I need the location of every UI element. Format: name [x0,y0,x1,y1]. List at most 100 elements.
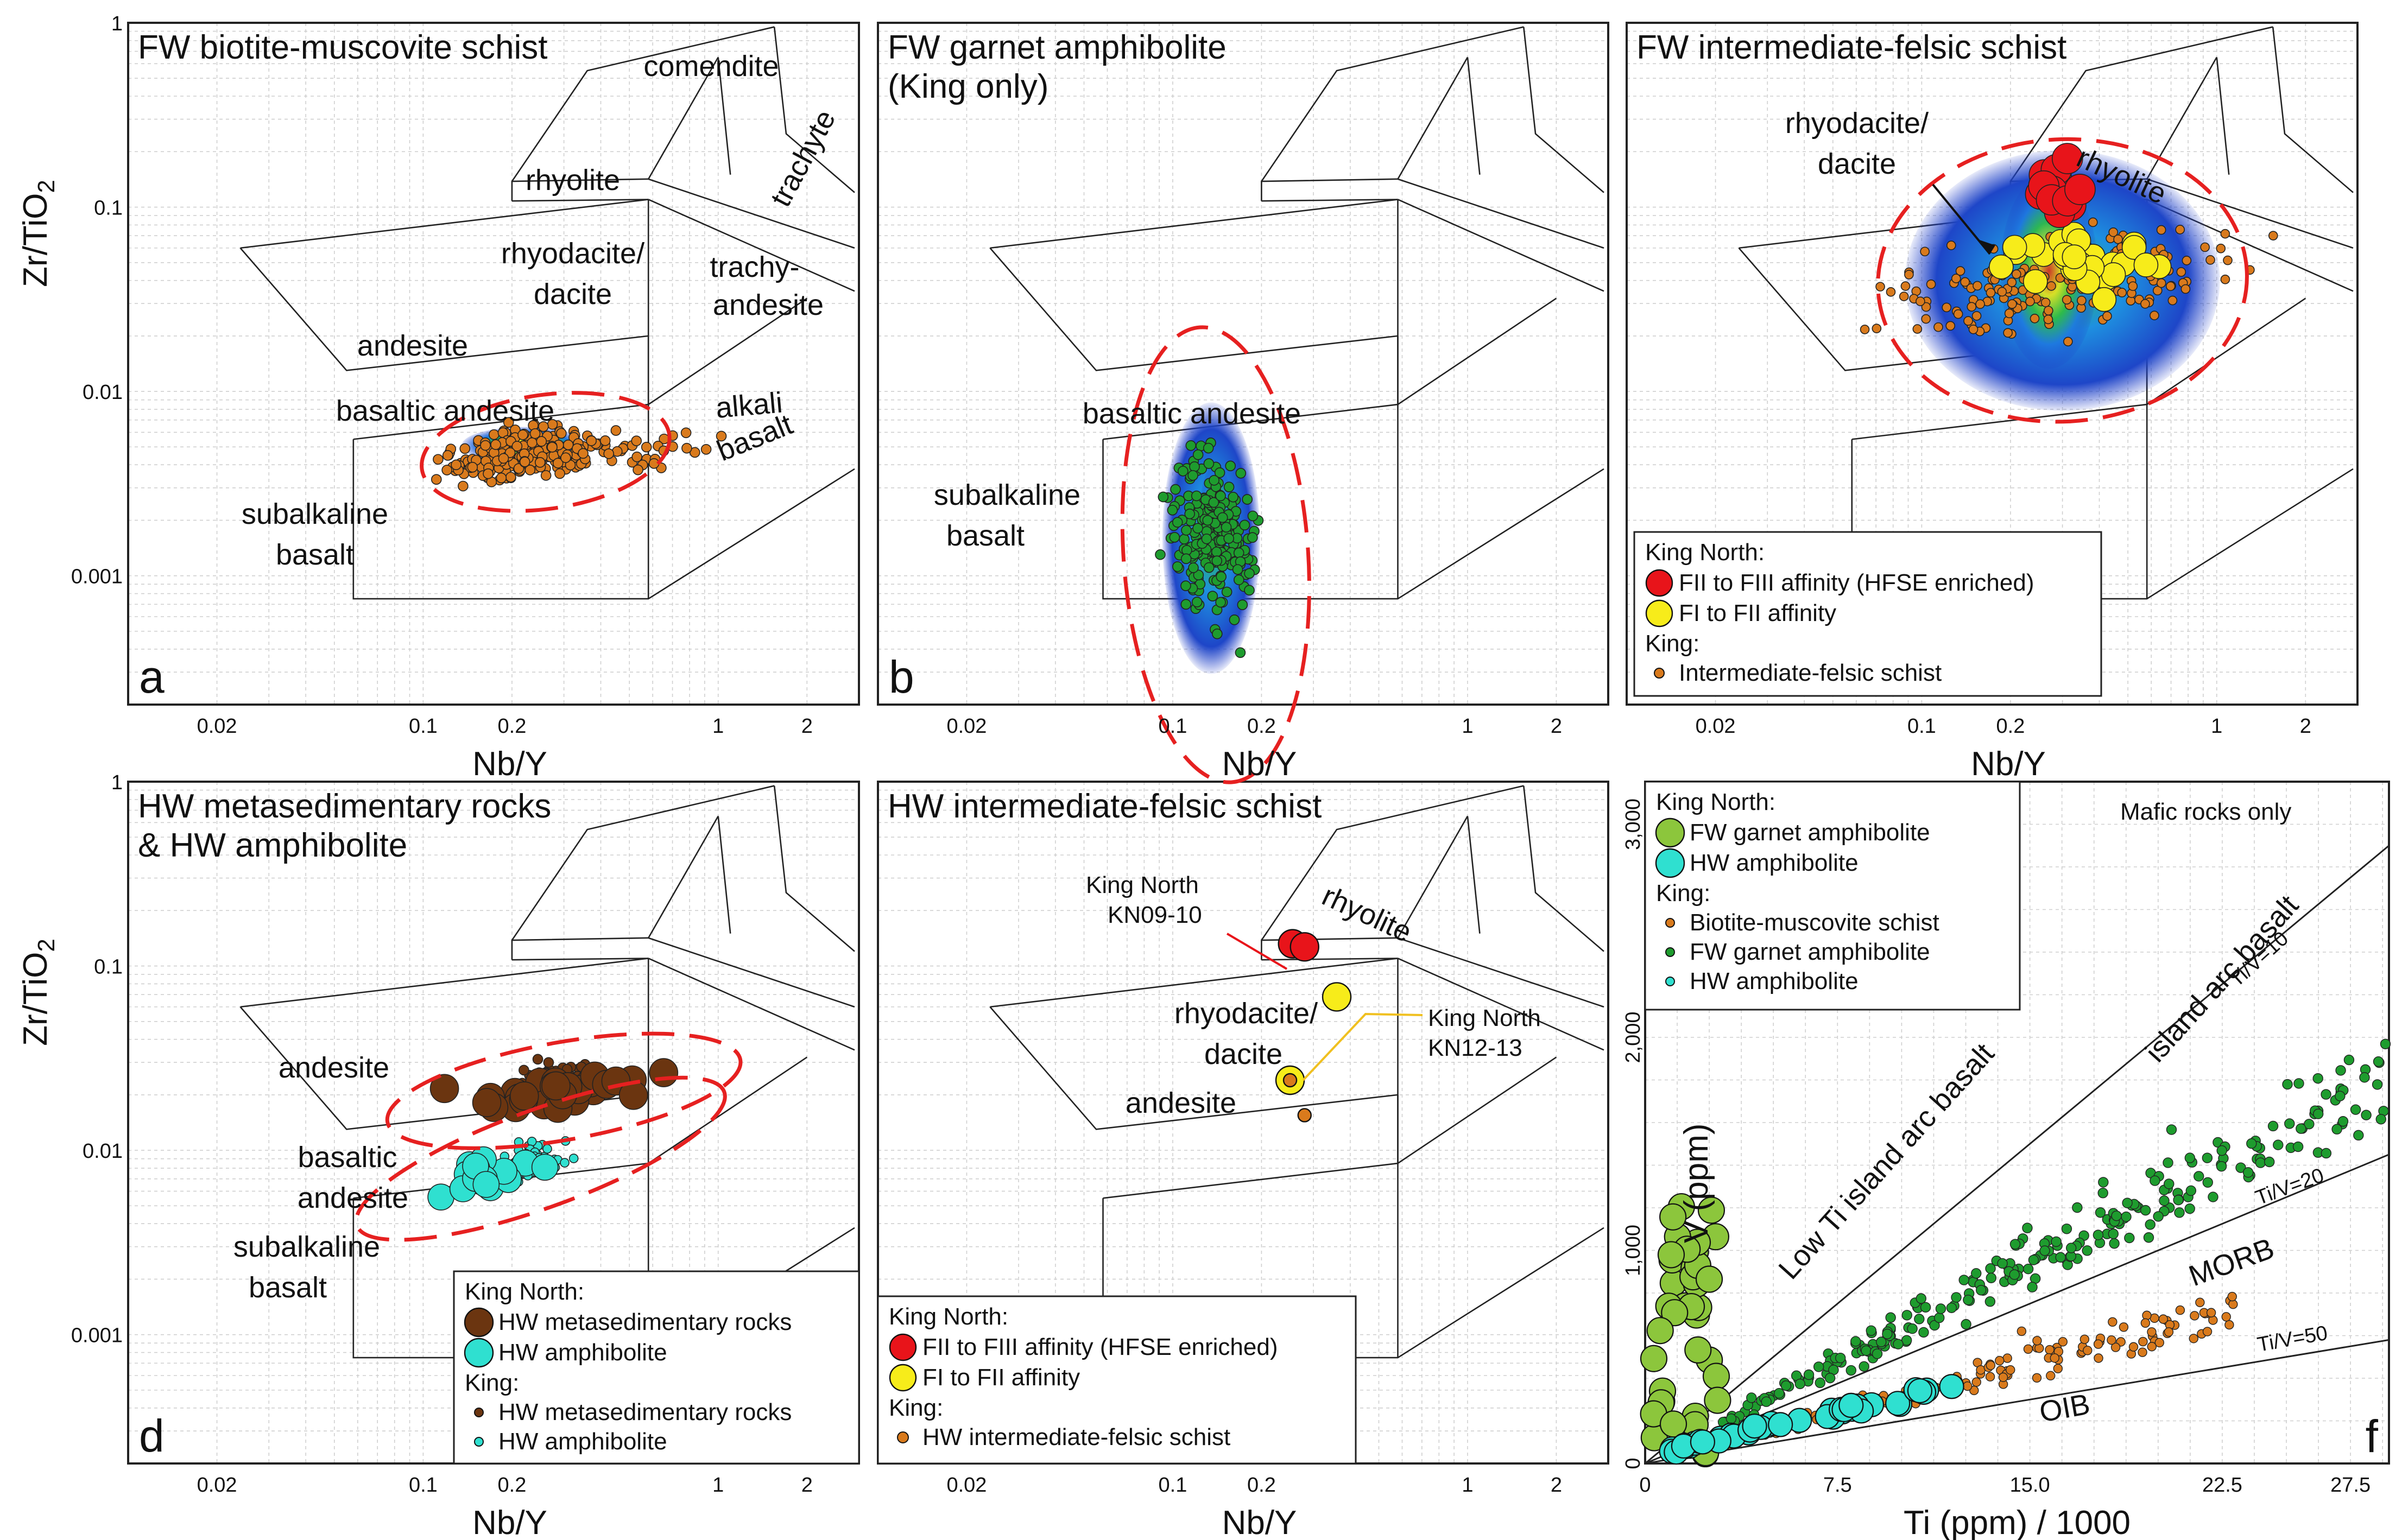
legend-header: King: [1645,630,1699,657]
data-point [2109,1238,2120,1249]
data-point [2051,1236,2062,1247]
field-label: subalkaline [934,479,1080,511]
data-point [1780,1380,1792,1391]
annotation-label: KN12-13 [1428,1035,1522,1061]
annotation-label: King North [1428,1005,1541,1031]
data-point [505,472,516,483]
field-boundary [648,937,855,1008]
data-point [2045,1345,2055,1355]
data-point [2117,288,2127,297]
data-point [1926,279,1936,289]
data-point [1955,266,1965,276]
data-point [1916,1293,1927,1304]
data-point [1872,324,1882,333]
field-boundary [511,958,649,961]
data-point [1207,591,1218,601]
data-point [2147,1342,2157,1352]
data-point [2189,1334,2198,1343]
field-boundary [1397,958,1604,1051]
data-point [1169,531,1180,543]
data-point [1180,580,1191,591]
data-point [2194,1171,2204,1182]
data-point [2007,277,2017,287]
data-point [2039,1245,2050,1256]
data-point [2156,278,2166,288]
data-point [2077,295,2087,306]
data-point [2128,1342,2139,1352]
data-point [1247,510,1259,522]
data-point [2167,295,2178,306]
data-point [1167,504,1178,516]
data-point [680,427,692,439]
x-tick-label: 0.2 [1247,1474,1276,1497]
x-tick-label: 0.2 [498,715,527,738]
data-point [1900,281,1911,291]
data-point [1962,1381,1973,1391]
data-point [2110,1342,2121,1352]
x-tick-label: 0.2 [498,1474,527,1497]
ti-v-ratio-line [1645,845,2390,1465]
x-tick-label: 1 [712,715,724,738]
field-boundary [511,937,649,960]
x-tick-label: 2 [801,1474,813,1497]
data-point [2205,255,2215,265]
data-point [2312,1108,2324,1119]
data-point [1934,1312,1945,1323]
data-point [1697,1196,1725,1224]
x-axis-label: Nb/Y [1222,1504,1297,1540]
data-point [2111,1211,2122,1221]
x-tick-label: 1 [1462,1474,1473,1497]
data-point [1661,1299,1689,1327]
data-point [1216,571,1227,582]
data-point [2372,1079,2383,1090]
data-point [2063,337,2073,347]
data-point [2255,1157,2266,1168]
data-point [1193,569,1204,581]
data-point [1918,1327,1929,1338]
data-point [555,428,567,439]
panel-d [127,781,860,1465]
legend-entry: FII to FIII affinity (HFSE enriched) [922,1334,1278,1360]
field-label: andesite [357,329,468,362]
field-boundary [648,958,855,1051]
field-boundary [511,26,775,182]
data-point [1946,240,1956,250]
x-tick-label: 2 [2300,715,2311,738]
x-tick-label: 0.1 [1907,715,1936,738]
data-point [472,1088,502,1118]
field-label: andesite [279,1051,389,1084]
legend-entry: FW garnet amphibolite [1690,939,1930,965]
data-point [1984,1296,1996,1307]
data-point [2267,1120,2279,1132]
legend-marker [889,1333,917,1361]
data-point [631,435,642,446]
data-point [1920,246,1930,257]
data-point [1187,470,1198,481]
data-point [542,1144,552,1154]
data-point [1971,311,1982,321]
data-point [1921,302,1931,312]
data-point [2216,1161,2227,1172]
data-point [2292,1141,2304,1152]
data-point [641,441,652,453]
y-tick-label: 1 [111,12,123,35]
data-point [2165,281,2176,291]
data-point [1850,1336,1861,1347]
data-point [2159,1195,2170,1206]
y-axis-label: Zr/TiO2 [17,939,60,1046]
field-boundary [648,815,719,939]
x-axis-label: Nb/Y [1971,745,2046,783]
data-point [1201,533,1212,544]
data-point [2150,1175,2160,1186]
legend-marker [1645,599,1673,628]
data-point [1202,515,1213,526]
x-tick-label: 0.02 [946,1474,987,1497]
data-point [1237,599,1248,611]
y-tick-label: 0.001 [71,566,123,588]
data-point [2220,229,2230,239]
field-boundary [648,178,855,249]
panel-title: FW biotite-muscovite schist [138,29,548,66]
data-point [2122,1197,2133,1208]
field-label: basaltic andesite [336,395,554,427]
field-boundary [717,816,731,934]
